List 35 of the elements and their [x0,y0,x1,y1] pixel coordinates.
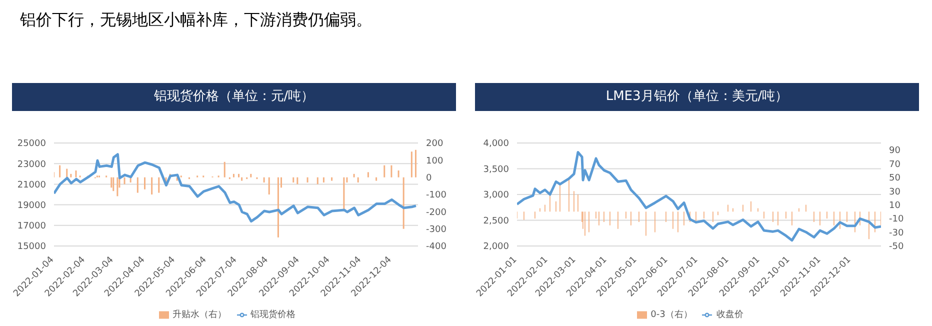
y-tick-label: 23000 [17,160,46,170]
y2-tick-label: -400 [426,242,447,252]
legend-label: 0-3（右） [650,310,692,320]
y-tick-label: 2,000 [483,242,510,252]
line-series [517,151,881,242]
y2-tick-label: -10 [889,214,904,225]
legend-label: 升贴水（右） [172,310,226,320]
y-tick-label: 3,500 [483,164,510,175]
y2-tick-label: 10 [889,200,901,211]
y2-tick-label: -300 [426,225,447,236]
y-tick-label: 19000 [17,200,46,211]
y-tick-label: 3,000 [483,190,510,201]
y2-tick-label: -100 [426,190,447,201]
y-tick-label: 15000 [17,242,46,252]
y2-tick-label: -50 [889,242,904,252]
y-tick-label: 21000 [17,180,46,190]
legend-label: 铝现货价格 [250,310,296,320]
y2-tick-label: 30 [889,187,901,198]
y2-tick-label: 0 [426,174,432,184]
y-tick-label: 4,000 [483,139,510,150]
y-tick-label: 25000 [17,139,46,150]
y2-tick-label: 200 [426,139,444,150]
legend-label: 收盘价 [716,310,744,320]
y2-tick-label: 50 [889,174,901,184]
y2-tick-label: -30 [889,228,904,238]
y-tick-label: 17000 [17,222,46,232]
y2-tick-label: -200 [426,208,447,218]
y-tick-label: 2,500 [483,216,510,226]
chart-title: LME3月铝价（单位：美元/吨） [475,83,919,111]
text: 铝价下行，无锡地区小幅补库，下游消费仍偏弱。 [20,10,372,31]
line-series [54,153,418,223]
y2-tick-label: 100 [426,156,444,166]
y2-tick-label: 90 [889,146,901,156]
chart-title: 铝现货价格（单位：元/吨） [12,83,456,111]
y2-tick-label: 70 [889,160,901,170]
